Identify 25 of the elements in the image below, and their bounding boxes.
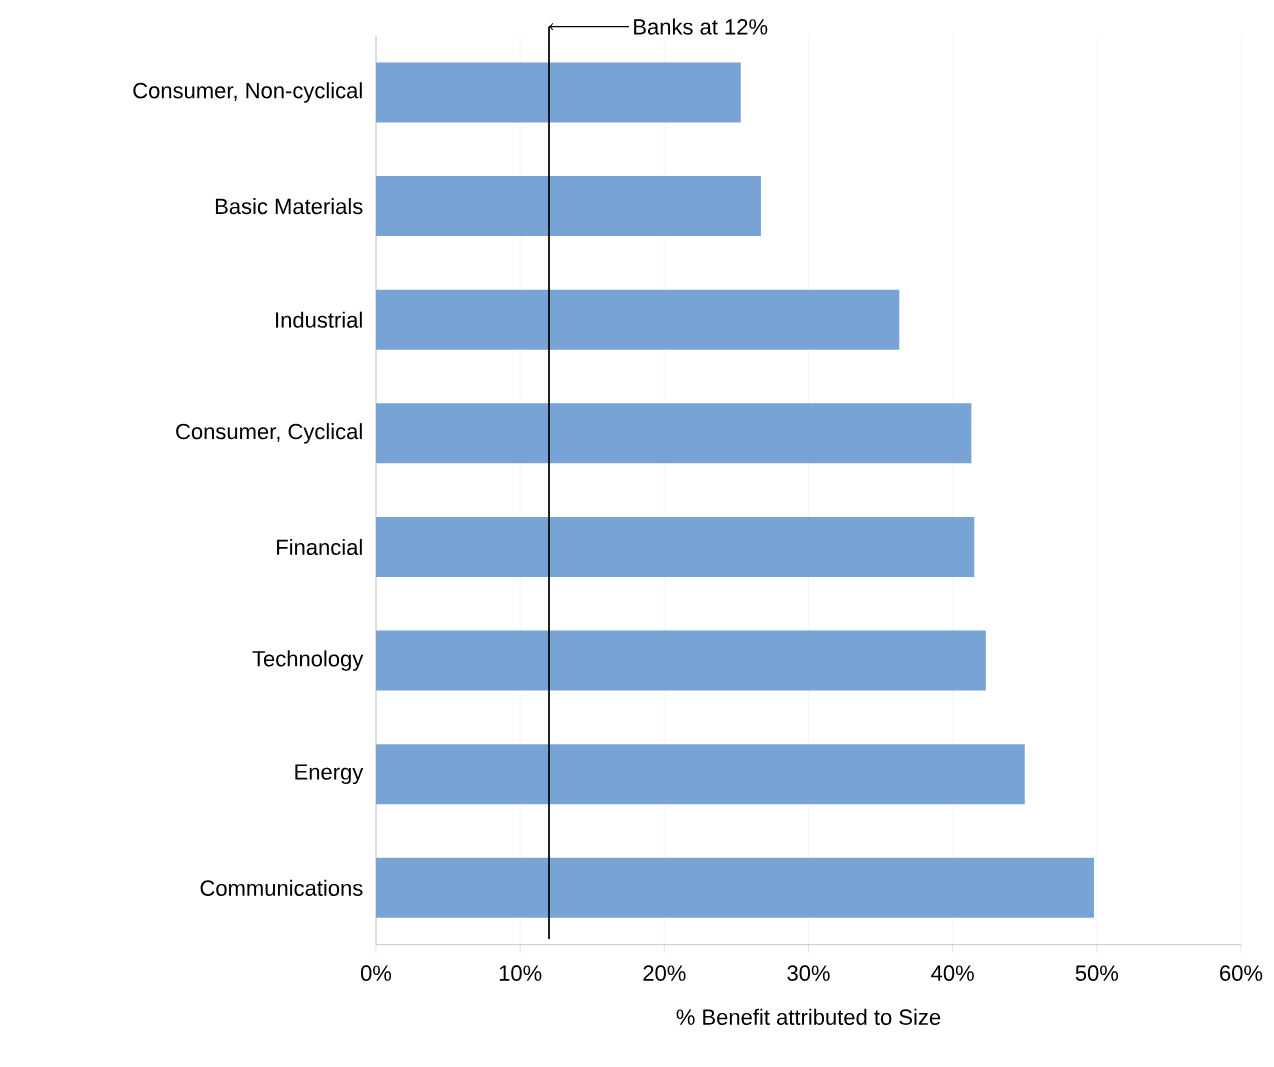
- ref-line-label: Banks at 12%: [634, 18, 768, 35]
- bar: [376, 403, 972, 464]
- y-tick-label: Communications: [200, 879, 363, 897]
- y-tick-label: Energy: [295, 764, 364, 785]
- bar: [376, 289, 900, 350]
- bar: [376, 517, 975, 578]
- y-tick-label: Consumer, Cyclical: [176, 423, 362, 444]
- x-tick-label: 10%: [499, 965, 542, 982]
- bar: [376, 630, 986, 691]
- bar: [376, 176, 761, 237]
- bar: [376, 744, 1025, 805]
- bar: [376, 858, 1094, 919]
- x-axis-title: % Benefit attributed to Size: [676, 1008, 941, 1026]
- y-tick-label: Basic Materials: [215, 198, 363, 215]
- x-tick-label: 60%: [1220, 965, 1263, 982]
- y-tick-label: Financial: [277, 539, 362, 556]
- x-tick-label: 30%: [787, 965, 830, 982]
- x-tick-label: 20%: [643, 965, 686, 982]
- x-tick-label: 40%: [931, 965, 974, 982]
- y-tick-label: Consumer, Non-cyclical: [133, 82, 362, 103]
- y-tick-label: Industrial: [276, 311, 362, 328]
- x-tick-label: 0%: [360, 965, 392, 982]
- x-tick-label: 50%: [1075, 965, 1119, 982]
- bar: [376, 62, 741, 123]
- y-tick-label: Technology: [252, 650, 364, 672]
